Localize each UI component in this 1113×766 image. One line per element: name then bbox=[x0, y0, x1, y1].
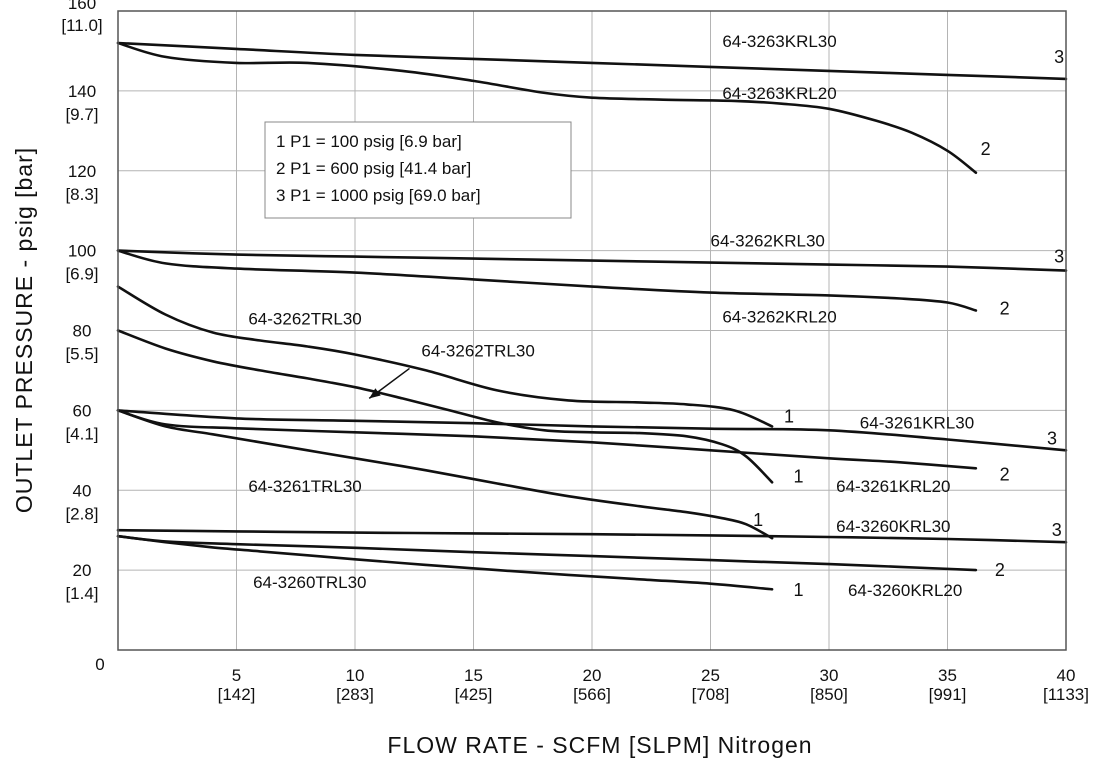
curve-number-label: 3 bbox=[1047, 428, 1057, 448]
curve-model-label: 64-3260KRL20 bbox=[848, 581, 962, 600]
curve-number-label: 3 bbox=[1054, 247, 1064, 267]
x-tick-sublabel: [425] bbox=[455, 685, 493, 704]
y-tick-sublabel: [5.5] bbox=[65, 345, 98, 364]
x-tick-label: 15 bbox=[464, 666, 483, 685]
x-tick-sublabel: [708] bbox=[692, 685, 730, 704]
x-tick-sublabel: [991] bbox=[929, 685, 967, 704]
curve-number-label: 1 bbox=[784, 406, 794, 426]
y-tick-sublabel: [1.4] bbox=[65, 584, 98, 603]
legend: 1 P1 = 100 psig [6.9 bar] 2 P1 = 600 psig… bbox=[264, 121, 572, 219]
plot-frame bbox=[117, 10, 1067, 651]
y-tick-label: 100 bbox=[68, 242, 96, 261]
x-tick-sublabel: [283] bbox=[336, 685, 374, 704]
legend-entry: 3 P1 = 1000 psig [69.0 bar] bbox=[276, 186, 481, 205]
curve-number-label: 2 bbox=[1000, 299, 1010, 319]
x-tick-label: 35 bbox=[938, 666, 957, 685]
legend-entry: 1 P1 = 100 psig [6.9 bar] bbox=[276, 132, 462, 151]
y-axis-title: OUTLET PRESSURE - psig [bar] bbox=[11, 147, 37, 513]
curve-model-label: 64-3262KRL30 bbox=[711, 232, 825, 251]
x-tick-sublabel: [142] bbox=[218, 685, 256, 704]
series-line-64-3262krl20-curve-2 bbox=[116, 249, 978, 312]
y-tick-sublabel: [2.8] bbox=[65, 504, 98, 523]
curve-model-label: 64-3260KRL30 bbox=[836, 517, 950, 536]
curve-number-label: 2 bbox=[981, 139, 991, 159]
curves bbox=[116, 41, 1068, 591]
curve-model-label: 64-3262TRL30 bbox=[421, 341, 534, 360]
curve-number-label: 1 bbox=[793, 580, 803, 600]
curve-model-label: 64-3261TRL30 bbox=[248, 477, 361, 496]
tick-labels: 05[142]10[283]15[425]20[566]25[708]30[85… bbox=[61, 0, 1089, 704]
x-tick-label: 0 bbox=[95, 655, 104, 674]
curve-model-label: 64-3263KRL20 bbox=[722, 84, 836, 103]
curve-model-label: 64-3261KRL20 bbox=[836, 477, 950, 496]
y-tick-label: 120 bbox=[68, 162, 96, 181]
x-tick-label: 30 bbox=[820, 666, 839, 685]
y-tick-sublabel: [8.3] bbox=[65, 185, 98, 204]
x-tick-label: 20 bbox=[583, 666, 602, 685]
series-line-64-3260krl20-curve-2 bbox=[116, 534, 978, 572]
curve-number-label: 3 bbox=[1054, 47, 1064, 67]
curve-model-label: 64-3260TRL30 bbox=[253, 573, 366, 592]
series-line-64-3262krl30-curve-3 bbox=[116, 249, 1068, 272]
curve-model-label: 64-3262KRL20 bbox=[722, 308, 836, 327]
curve-number-label: 2 bbox=[1000, 464, 1010, 484]
x-tick-label: 25 bbox=[701, 666, 720, 685]
series-line-64-3261trl30-curve-1 bbox=[116, 409, 774, 540]
curve-number-label: 2 bbox=[995, 560, 1005, 580]
y-tick-sublabel: [6.9] bbox=[65, 265, 98, 284]
x-tick-sublabel: [850] bbox=[810, 685, 848, 704]
y-tick-label: 80 bbox=[73, 322, 92, 341]
series-line-64-3262trl30-curve-1 bbox=[116, 285, 774, 428]
curve-number-label: 3 bbox=[1052, 520, 1062, 540]
curve-number-label: 1 bbox=[793, 466, 803, 486]
series-line-64-3260krl30-curve-3 bbox=[116, 528, 1068, 544]
series-line-64-3261krl20-curve-2 bbox=[116, 409, 978, 470]
curve-model-label: 64-3261KRL30 bbox=[860, 413, 974, 432]
x-tick-label: 40 bbox=[1057, 666, 1076, 685]
annotation-arrowhead bbox=[369, 388, 381, 399]
x-tick-label: 5 bbox=[232, 666, 241, 685]
legend-entry: 2 P1 = 600 psig [41.4 bar] bbox=[276, 159, 471, 178]
y-tick-sublabel: [9.7] bbox=[65, 105, 98, 124]
y-tick-label: 140 bbox=[68, 82, 96, 101]
y-tick-label: 20 bbox=[73, 561, 92, 580]
y-tick-label: 60 bbox=[73, 401, 92, 420]
series-line-64-3263krl30-curve-3 bbox=[116, 41, 1068, 81]
x-tick-sublabel: [1133] bbox=[1043, 685, 1089, 704]
x-tick-sublabel: [566] bbox=[573, 685, 611, 704]
series-line-64-3262trl30-curve-1 bbox=[116, 329, 774, 484]
series-line-64-3260trl30-curve-1 bbox=[116, 534, 774, 591]
y-tick-sublabel: [11.0] bbox=[61, 16, 102, 35]
grid bbox=[118, 11, 1066, 650]
curve-model-label: 64-3263KRL30 bbox=[722, 32, 836, 51]
curve-number-label: 1 bbox=[753, 510, 763, 530]
x-tick-label: 10 bbox=[346, 666, 365, 685]
y-tick-label: 160 bbox=[68, 0, 96, 13]
x-axis-title: FLOW RATE - SCFM [SLPM] Nitrogen bbox=[387, 732, 812, 758]
legend-box bbox=[264, 121, 572, 219]
curve-labels: 64-3263KRL30 3 64-3263KRL20 2 64-3262KRL30 3 6… bbox=[248, 32, 1064, 600]
series-line-64-3263krl20-curve-2 bbox=[116, 41, 978, 174]
series-line-64-3261krl30-curve-3 bbox=[116, 409, 1068, 452]
curve-model-label: 64-3262TRL30 bbox=[248, 310, 361, 329]
y-tick-sublabel: [4.1] bbox=[65, 424, 98, 443]
y-tick-label: 40 bbox=[73, 481, 92, 500]
